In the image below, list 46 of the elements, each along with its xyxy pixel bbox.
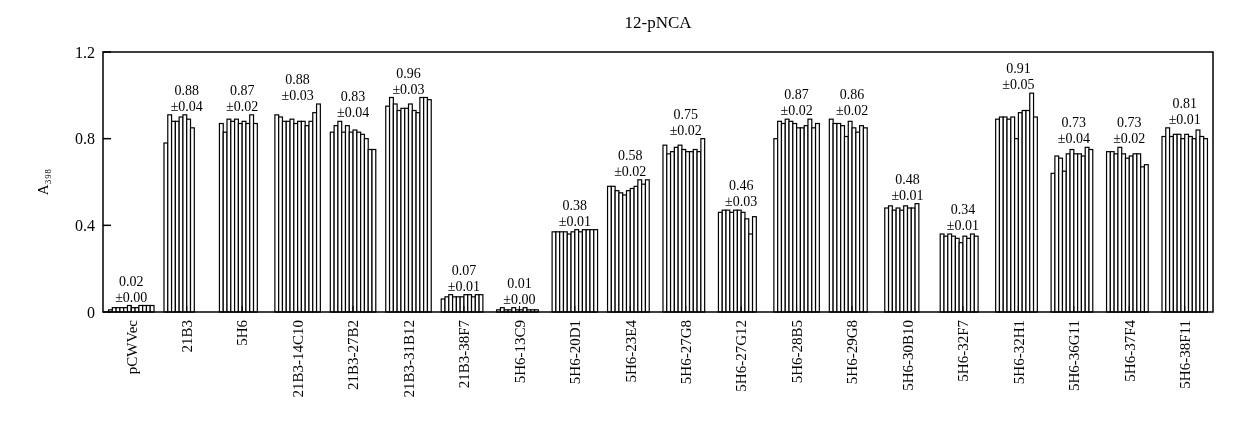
annotation: 0.96 ±0.03 (392, 65, 425, 97)
x-tick-label: 5H6-20D1 (567, 320, 584, 385)
annotation: 0.73 ±0.02 (1113, 115, 1146, 147)
x-tick-label: 5H6-36G11 (1066, 320, 1083, 392)
x-tick-label: 5H6-32F7 (955, 319, 972, 382)
annotation: 0.34 ±0.01 (946, 202, 980, 233)
annotation: 0.75 ±0.02 (669, 106, 702, 138)
chart-title: 12-pNCA (624, 13, 693, 32)
y-tick-label: 0 (87, 303, 95, 321)
x-tick-label: 5H6-29G8 (844, 320, 861, 385)
annotation: 0.01 ±0.00 (503, 275, 536, 307)
x-tick-label: 5H6-27G8 (677, 320, 694, 385)
y-axis-title: A₃₉₈ (35, 168, 51, 196)
x-tick-label: 5H6-27G12 (733, 320, 750, 392)
x-tick-label: 5H6-37F4 (1121, 319, 1138, 382)
x-tick-label: 21B3 (178, 320, 195, 353)
x-tick-label: 21B3-31B12 (400, 320, 417, 398)
x-tick-label: 5H6 (234, 319, 251, 346)
annotation: 0.88 ±0.03 (281, 72, 314, 103)
annotation: 0.88 ±0.04 (170, 82, 203, 114)
y-tick-label: 1.2 (75, 43, 95, 61)
annotation: 0.83 ±0.04 (336, 89, 370, 121)
annotation: 0.87 ±0.02 (780, 87, 813, 119)
annotation: 0.86 ±0.02 (835, 87, 869, 119)
annotation: 0.87 ±0.02 (226, 82, 259, 114)
x-tick-label: 5H6-32H1 (1010, 320, 1027, 385)
x-tick-label: 5H6-38F11 (1176, 320, 1193, 389)
annotation: 0.38 ±0.01 (558, 197, 591, 229)
y-tick-label: 0.4 (75, 216, 95, 234)
annotation: 0.07 ±0.01 (447, 262, 481, 294)
x-tick-label: 5H6-30B10 (899, 320, 916, 391)
x-tick-label: 5H6-13C9 (511, 320, 528, 384)
x-tick-label: 5H6-28B5 (788, 320, 805, 384)
annotation: 0.73 ±0.04 (1057, 115, 1090, 147)
x-tick-label: 5H6-23E4 (622, 319, 639, 383)
x-tick-label: 21B3-38F7 (456, 319, 473, 389)
annotation: 0.48 ±0.01 (891, 171, 924, 203)
annotation: 0.58 ±0.02 (614, 147, 647, 179)
x-tick-label: 21B3-27B2 (345, 320, 362, 391)
y-tick-label: 0.8 (75, 130, 95, 148)
x-tick-label: pCWVec (123, 319, 140, 375)
annotation: 0.81 ±0.01 (1168, 95, 1201, 127)
annotation: 0.46 ±0.03 (725, 178, 758, 210)
annotation: 0.02 ±0.00 (115, 273, 148, 305)
annotation: 0.91 ±0.05 (1002, 61, 1035, 93)
x-tick-label: 21B3-14C10 (289, 320, 306, 398)
